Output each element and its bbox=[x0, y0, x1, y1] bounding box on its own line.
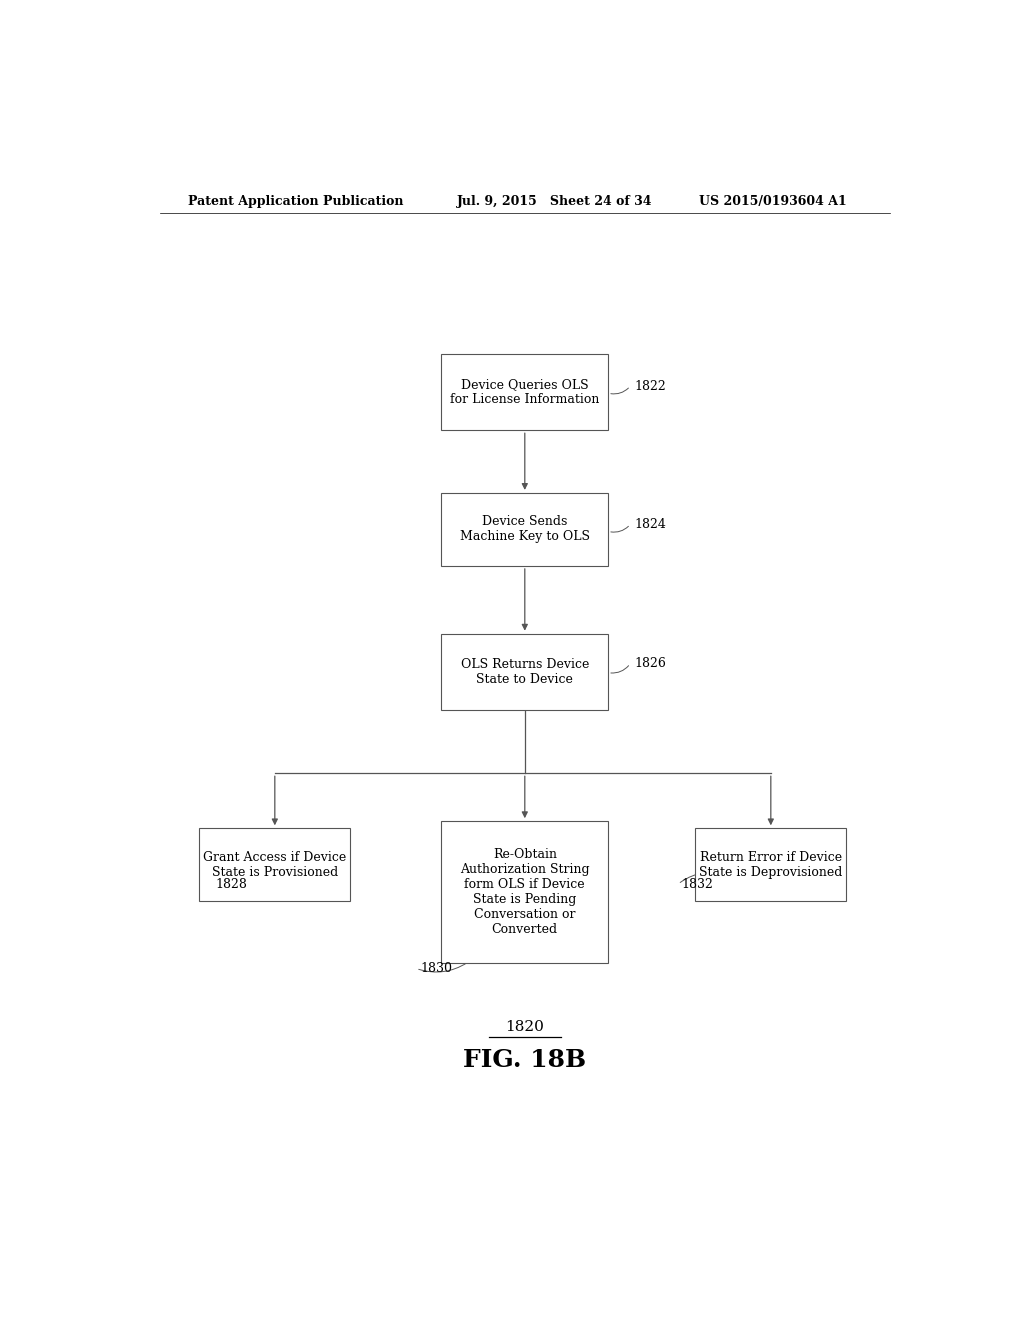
Text: 1822: 1822 bbox=[634, 380, 666, 392]
Text: 1820: 1820 bbox=[506, 1020, 544, 1035]
Text: 1830: 1830 bbox=[420, 962, 452, 975]
Text: Grant Access if Device
State is Provisioned: Grant Access if Device State is Provisio… bbox=[203, 851, 346, 879]
Text: Device Queries OLS
for License Information: Device Queries OLS for License Informati… bbox=[451, 378, 599, 407]
Text: US 2015/0193604 A1: US 2015/0193604 A1 bbox=[699, 194, 847, 207]
Text: 1828: 1828 bbox=[215, 878, 247, 891]
Text: Return Error if Device
State is Deprovisioned: Return Error if Device State is Deprovis… bbox=[699, 851, 843, 879]
Text: 1832: 1832 bbox=[682, 878, 714, 891]
FancyBboxPatch shape bbox=[695, 828, 846, 902]
Text: Patent Application Publication: Patent Application Publication bbox=[187, 194, 403, 207]
Text: 1826: 1826 bbox=[634, 657, 667, 671]
Text: Jul. 9, 2015   Sheet 24 of 34: Jul. 9, 2015 Sheet 24 of 34 bbox=[458, 194, 653, 207]
Text: Device Sends
Machine Key to OLS: Device Sends Machine Key to OLS bbox=[460, 515, 590, 544]
FancyBboxPatch shape bbox=[441, 354, 608, 430]
FancyBboxPatch shape bbox=[200, 828, 350, 902]
Text: OLS Returns Device
State to Device: OLS Returns Device State to Device bbox=[461, 657, 589, 685]
Text: Re-Obtain
Authorization String
form OLS if Device
State is Pending
Conversation : Re-Obtain Authorization String form OLS … bbox=[460, 849, 590, 936]
FancyBboxPatch shape bbox=[441, 492, 608, 566]
Text: 1824: 1824 bbox=[634, 517, 667, 531]
Text: FIG. 18B: FIG. 18B bbox=[463, 1048, 587, 1072]
FancyBboxPatch shape bbox=[441, 634, 608, 710]
FancyBboxPatch shape bbox=[441, 821, 608, 964]
